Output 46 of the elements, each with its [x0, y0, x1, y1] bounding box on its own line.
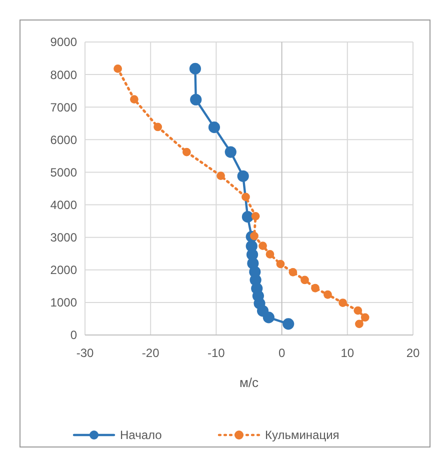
- x-tick-label: 0: [278, 346, 286, 360]
- point: [208, 121, 220, 134]
- point: [224, 146, 236, 158]
- point: [276, 260, 285, 268]
- x-axis-title: м/с: [239, 375, 260, 390]
- point: [242, 192, 250, 202]
- legend-label: Кульминация: [265, 428, 340, 442]
- point: [266, 250, 274, 258]
- point: [355, 320, 364, 328]
- y-tick-label: 9000: [50, 35, 78, 50]
- point: [288, 268, 298, 276]
- point: [189, 62, 202, 74]
- y-tick-label: 7000: [50, 100, 78, 114]
- point: [182, 148, 191, 156]
- point: [354, 306, 362, 315]
- x-tick-label: 10: [340, 346, 354, 360]
- y-tick-label: 4000: [50, 198, 78, 212]
- point: [311, 284, 320, 292]
- point: [130, 95, 138, 104]
- y-tick-label: 5000: [50, 165, 78, 180]
- y-tick-label: 3000: [50, 230, 78, 245]
- point: [250, 232, 258, 240]
- point: [324, 290, 332, 299]
- point: [251, 212, 260, 220]
- y-tick-label: 0: [70, 328, 78, 342]
- point: [190, 94, 202, 106]
- point: [242, 211, 254, 223]
- point: [258, 242, 267, 250]
- x-tick-label: 20: [406, 346, 420, 360]
- x-tick-label: -10: [208, 346, 226, 360]
- x-tick-label: -30: [76, 346, 94, 360]
- y-tick-label: 6000: [50, 132, 78, 147]
- y-tick-label: 8000: [50, 68, 78, 82]
- point: [114, 64, 122, 73]
- point: [216, 172, 225, 180]
- point: [300, 276, 309, 284]
- point: [262, 312, 274, 324]
- legend-label: Начало: [120, 428, 162, 442]
- point: [282, 318, 294, 330]
- y-tick-label: 2000: [50, 263, 78, 278]
- point: [360, 313, 370, 322]
- point: [154, 122, 162, 132]
- y-tick-label: 1000: [50, 296, 78, 310]
- x-tick-label: -20: [142, 346, 160, 360]
- point: [237, 170, 249, 182]
- point: [338, 298, 348, 307]
